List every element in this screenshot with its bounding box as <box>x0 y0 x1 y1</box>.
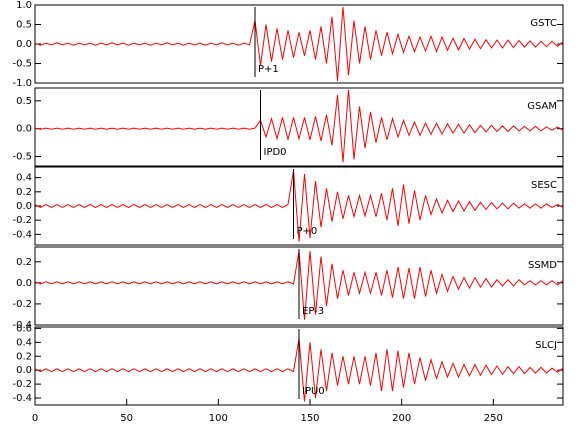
panel-frame <box>34 326 564 406</box>
x-tick-label: 250 <box>484 413 503 424</box>
station-label: SLCJ <box>535 340 557 351</box>
y-tick-label: -0.2 <box>12 215 32 226</box>
waveform <box>34 170 564 242</box>
pick-label: P+1 <box>258 64 279 75</box>
station-label: SESC <box>531 180 557 191</box>
x-tick-label: 0 <box>32 413 38 424</box>
y-tick-label: -0.5 <box>12 152 32 163</box>
pick-label: P+0 <box>297 226 318 237</box>
y-tick-label: 0.5 <box>16 20 32 31</box>
y-tick-label: -0.2 <box>12 379 32 390</box>
y-tick-label: -0.5 <box>12 59 32 70</box>
x-tick-label: 200 <box>392 413 411 424</box>
y-tick-label: 0.5 <box>16 96 32 107</box>
panel-frame <box>34 246 564 326</box>
y-tick-label: 0.2 <box>16 351 32 362</box>
y-tick-label: -0.4 <box>12 320 32 331</box>
waveform <box>34 89 564 163</box>
y-tick-label: 0.2 <box>16 257 32 268</box>
panel-frame <box>34 87 564 167</box>
station-label: GSAM <box>527 101 557 112</box>
waveform <box>34 6 564 82</box>
y-tick-label: 0.6 <box>16 323 32 334</box>
y-tick-label: 0.0 <box>16 124 32 135</box>
y-tick-label: 0.4 <box>16 337 32 348</box>
x-tick-label: 100 <box>209 413 228 424</box>
y-tick-label: 0.0 <box>16 365 32 376</box>
x-tick-label: 50 <box>120 413 133 424</box>
pick-label: IPD0 <box>264 147 287 158</box>
x-tick-label: 150 <box>300 413 319 424</box>
y-tick-label: 0.4 <box>16 173 32 184</box>
y-tick-label: 1.0 <box>16 0 32 11</box>
y-tick-label: -0.4 <box>12 229 32 240</box>
y-tick-label: -1.0 <box>12 78 32 89</box>
pick-label: EP-3 <box>302 306 324 317</box>
y-tick-label: -0.2 <box>12 299 32 310</box>
y-tick-label: 0.0 <box>16 201 32 212</box>
y-tick-label: 0.0 <box>16 39 32 50</box>
station-label: GSTC <box>530 18 557 29</box>
y-tick-label: -0.4 <box>12 393 32 404</box>
pick-label: IPU0 <box>302 386 325 397</box>
y-tick-label: 0.0 <box>16 278 32 289</box>
y-tick-label: 0.2 <box>16 187 32 198</box>
station-label: SSMD <box>528 260 557 271</box>
